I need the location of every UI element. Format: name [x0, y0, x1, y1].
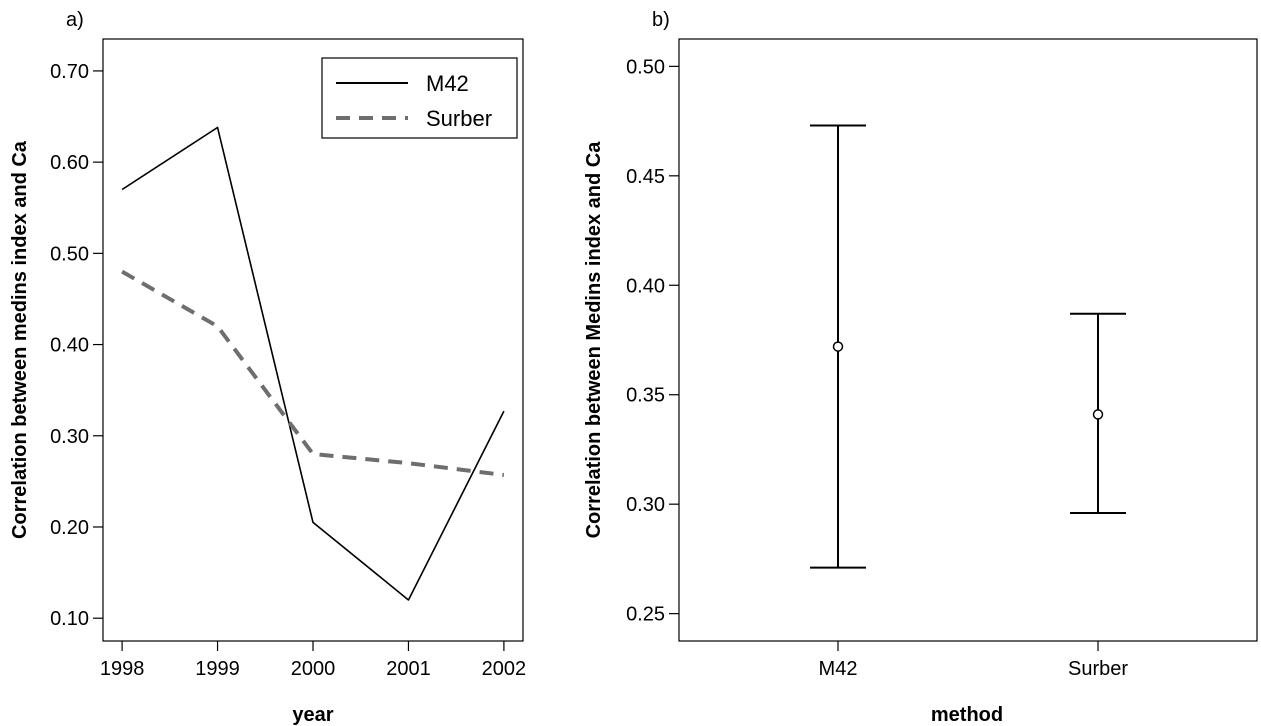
- panel-a-y-axis: 0.10 0.20 0.30 0.40 0.50 0.60 0.70: [50, 61, 103, 630]
- panel-a-x-tick-label: 2002: [482, 658, 527, 680]
- legend-label-surber: Surber: [426, 106, 492, 131]
- panel-b-x-tick-label: Surber: [1068, 658, 1128, 680]
- panel-a: a) 0.10 0.20 0.30 0.40 0.50 0.60 0.70 1998 1999…: [9, 9, 526, 726]
- panel-a-y-tick-label: 0.50: [50, 243, 89, 265]
- panel-a-x-axis-label: year: [292, 704, 333, 726]
- legend-label-m42: M42: [426, 71, 469, 96]
- panel-b-x-axis: M42 Surber: [819, 641, 1128, 680]
- panel-b-y-axis-label: Correlation between Medins index and Ca: [583, 141, 605, 539]
- panel-b-y-tick-label: 0.35: [626, 385, 665, 407]
- panel-a-y-tick-label: 0.40: [50, 335, 89, 357]
- panel-b: b) 0.25 0.30 0.35 0.40 0.45 0.50 M42 Surber me…: [583, 9, 1258, 726]
- series-line-m42: [121, 126, 505, 601]
- panel-a-x-tick-label: 2000: [291, 658, 336, 680]
- panel-b-y-tick-label: 0.40: [626, 275, 665, 297]
- panel-a-x-tick-label: 1999: [195, 658, 240, 680]
- mean-point-m42: [832, 341, 844, 352]
- legend: M42 Surber: [321, 57, 518, 139]
- panel-a-series: [121, 126, 505, 601]
- series-line-surber: [121, 269, 505, 477]
- panel-b-y-tick-label: 0.25: [626, 604, 665, 626]
- panel-a-y-tick-label: 0.70: [50, 61, 89, 83]
- panel-a-y-tick-label: 0.10: [50, 608, 89, 630]
- panel-b-label: b): [652, 9, 670, 31]
- panel-b-errorbars: [810, 124, 1126, 569]
- panel-a-y-tick-label: 0.20: [50, 517, 89, 539]
- panel-a-x-axis: 1998 1999 2000 2001 2002: [100, 641, 526, 680]
- panel-b-y-tick-label: 0.30: [626, 494, 665, 516]
- panel-b-frame: [678, 38, 1258, 642]
- panel-b-y-axis: 0.25 0.30 0.35 0.40 0.45 0.50: [626, 56, 679, 626]
- panel-a-y-axis-label: Correlation between medins index and Ca: [9, 140, 31, 539]
- panel-a-label: a): [66, 9, 84, 31]
- panel-a-y-tick-label: 0.60: [50, 152, 89, 174]
- panel-b-y-tick-label: 0.45: [626, 166, 665, 188]
- panel-b-y-tick-label: 0.50: [626, 56, 665, 78]
- legend-box: [321, 57, 518, 139]
- panel-b-x-axis-label: method: [931, 704, 1003, 726]
- panel-a-y-tick-label: 0.30: [50, 426, 89, 448]
- panel-b-x-tick-label: M42: [819, 658, 858, 680]
- panel-a-x-tick-label: 2001: [386, 658, 431, 680]
- panel-a-x-tick-label: 1998: [100, 658, 145, 680]
- mean-point-surber: [1092, 409, 1104, 420]
